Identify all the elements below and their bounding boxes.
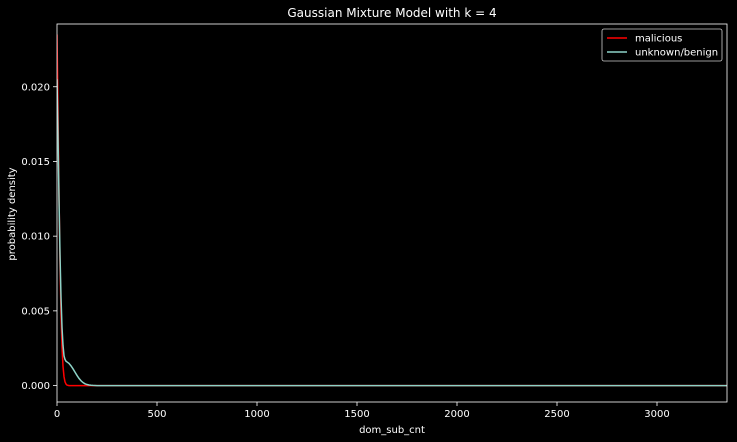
y-axis: 0.000 0.005 0.010 0.015 0.020 [21, 82, 57, 392]
x-tick-label: 2500 [544, 409, 569, 420]
plot-frame [56, 23, 728, 403]
y-tick-label: 0.010 [21, 232, 50, 243]
x-axis: 0 500 1000 1500 2000 2500 3000 [54, 402, 670, 420]
legend: malicious unknown/benign [601, 28, 723, 62]
x-tick-label: 0 [54, 409, 60, 420]
x-tick-label: 1500 [344, 409, 369, 420]
x-tick-label: 1000 [244, 409, 269, 420]
series-line-unknown-benign [57, 79, 727, 387]
chart-title: Gaussian Mixture Model with k = 4 [287, 6, 496, 20]
y-tick-label: 0.005 [21, 306, 50, 317]
legend-box [601, 28, 723, 62]
y-tick-label: 0.020 [21, 82, 50, 93]
x-tick-label: 3000 [644, 409, 669, 420]
x-axis-label: dom_sub_cnt [359, 425, 425, 436]
x-tick-label: 500 [147, 409, 166, 420]
y-tick-label: 0.000 [21, 381, 50, 392]
legend-label: unknown/benign [635, 48, 718, 59]
x-tick-label: 2000 [444, 409, 469, 420]
y-axis-label: probability density [7, 167, 18, 260]
plot-area [57, 34, 727, 387]
y-tick-label: 0.015 [21, 157, 50, 168]
legend-label: malicious [635, 34, 682, 45]
